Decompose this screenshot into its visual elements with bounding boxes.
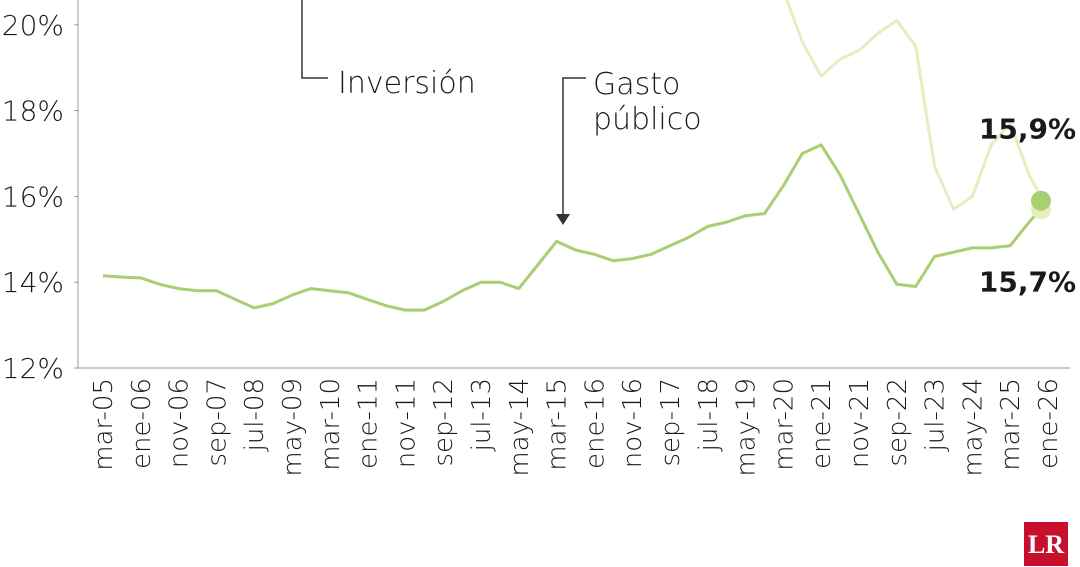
end-dot	[1031, 190, 1051, 211]
x-tick-label: nov-06	[165, 378, 195, 468]
logo-box	[1024, 522, 1068, 566]
x-tick-label: ene-21	[807, 378, 837, 469]
y-tick-label: 18%	[2, 95, 64, 128]
x-tick-label: sep-12	[429, 378, 459, 467]
logo: LR	[1028, 530, 1064, 559]
plot-area	[102, 0, 1050, 312]
y-tick-label: 20%	[2, 9, 64, 42]
x-tick-label: mar-05	[89, 378, 119, 471]
series-label: Gasto público	[593, 67, 702, 137]
x-tick-label: sep-17	[656, 378, 686, 467]
x-tick-label: mar-10	[316, 378, 346, 471]
annotation-line	[301, 0, 328, 79]
x-tick-label: jul-13	[467, 378, 497, 452]
y-tick-label: 14%	[2, 266, 64, 299]
value-label: 15,9%	[979, 113, 1076, 146]
x-tick-label: ene-16	[580, 378, 610, 469]
y-tick-label: 12%	[2, 352, 64, 385]
x-tick-label: may-19	[732, 378, 762, 477]
x-tick-label: may-09	[278, 378, 308, 477]
x-tick-label: jul-08	[240, 378, 270, 452]
x-tick-label: may-24	[958, 378, 988, 477]
x-tick-label: mar-25	[996, 378, 1026, 471]
x-tick-label: may-14	[505, 378, 535, 477]
x-tick-label: sep-22	[883, 378, 913, 467]
x-tick-label: nov-11	[391, 378, 421, 468]
x-tick-label: jul-18	[694, 378, 724, 452]
x-tick-label: mar-15	[543, 378, 573, 471]
annotation-arrow	[556, 214, 570, 225]
value-label: 15,7%	[979, 265, 1076, 298]
x-tick-label: ene-11	[354, 378, 384, 469]
x-tick-label: nov-21	[845, 378, 875, 468]
x-tick-label: sep-07	[202, 378, 232, 467]
line	[785, 0, 1050, 211]
series-label: Inversión	[338, 66, 476, 101]
y-tick-label: 16%	[2, 180, 64, 213]
x-tick-label: mar-20	[769, 378, 799, 471]
x-tick-label: ene-06	[127, 378, 157, 469]
x-tick-label: jul-23	[921, 378, 951, 452]
line	[102, 143, 1050, 312]
x-tick-label: ene-26	[1034, 378, 1064, 469]
annotation-line	[562, 77, 586, 222]
x-tick-label: nov-16	[618, 378, 648, 468]
